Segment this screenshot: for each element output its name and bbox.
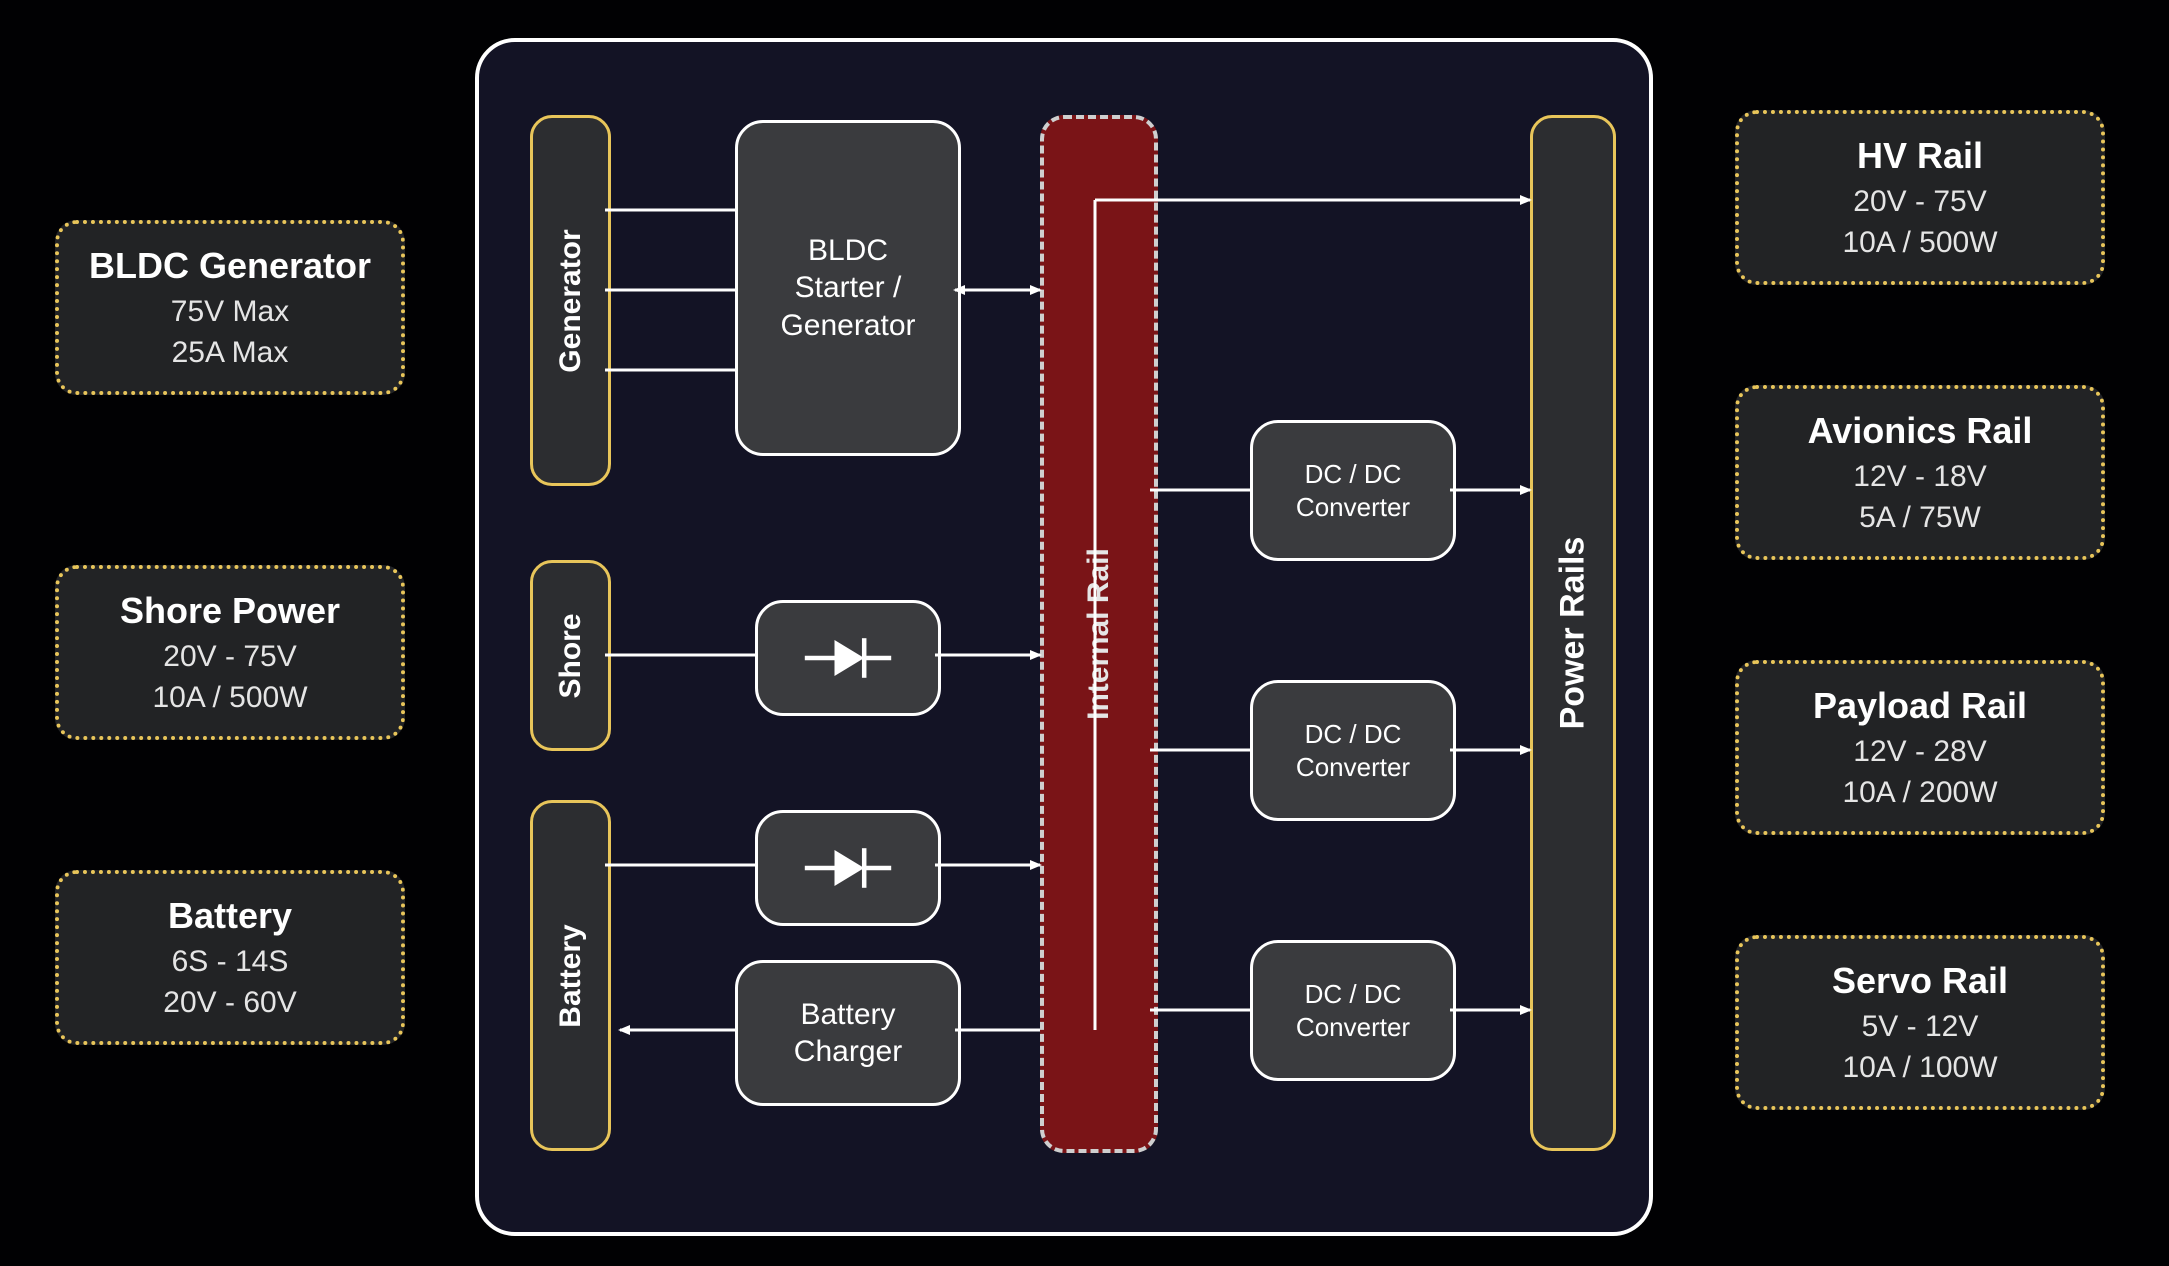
battery-ext: Battery6S - 14S20V - 60V [55, 870, 405, 1045]
battery-ext-spec-1: 20V - 60V [163, 983, 296, 1022]
bldc-gen-ext-spec-1: 25A Max [172, 333, 289, 372]
diode-shore [755, 600, 941, 716]
payload-rail-ext-title: Payload Rail [1813, 683, 2027, 730]
dcdc-1-line-0: DC / DC [1305, 458, 1402, 491]
payload-rail-ext-spec-1: 10A / 200W [1842, 773, 1997, 812]
shore-rail: Shore [530, 560, 611, 751]
servo-rail-ext-spec-0: 5V - 12V [1862, 1007, 1979, 1046]
power-rails-label: Power Rails [1554, 537, 1593, 730]
battery-ext-title: Battery [168, 893, 292, 940]
servo-rail-ext-spec-1: 10A / 100W [1842, 1048, 1997, 1087]
servo-rail-ext-title: Servo Rail [1832, 958, 2008, 1005]
internal-rail-label: Internal Rail [1082, 548, 1116, 720]
batt-charger: BatteryCharger [735, 960, 961, 1106]
hv-rail-ext-spec-1: 10A / 500W [1842, 223, 1997, 262]
hv-rail-ext-spec-0: 20V - 75V [1853, 182, 1986, 221]
generator-rail-label: Generator [554, 229, 588, 372]
dcdc-2-line-1: Converter [1296, 751, 1410, 784]
payload-rail-ext: Payload Rail12V - 28V10A / 200W [1735, 660, 2105, 835]
shore-ext: Shore Power20V - 75V10A / 500W [55, 565, 405, 740]
diode-icon [803, 628, 893, 688]
power-rails: Power Rails [1530, 115, 1616, 1151]
bldc-gen-ext-title: BLDC Generator [89, 243, 371, 290]
bldc-starter-line-2: Generator [780, 307, 915, 345]
hv-rail-ext-title: HV Rail [1857, 133, 1983, 180]
avionics-rail-ext-spec-1: 5A / 75W [1859, 498, 1981, 537]
payload-rail-ext-spec-0: 12V - 28V [1853, 732, 1986, 771]
dcdc-3-line-1: Converter [1296, 1011, 1410, 1044]
dcdc-1-line-1: Converter [1296, 491, 1410, 524]
battery-rail: Battery [530, 800, 611, 1151]
diode-battery [755, 810, 941, 926]
avionics-rail-ext: Avionics Rail12V - 18V5A / 75W [1735, 385, 2105, 560]
bldc-starter-line-0: BLDC [808, 232, 888, 270]
batt-charger-line-1: Charger [794, 1033, 902, 1071]
generator-rail: Generator [530, 115, 611, 486]
internal-rail: Internal Rail [1040, 115, 1158, 1153]
bldc-gen-ext-spec-0: 75V Max [171, 292, 289, 331]
batt-charger-line-0: Battery [800, 996, 895, 1034]
battery-rail-label: Battery [554, 924, 588, 1027]
shore-ext-spec-0: 20V - 75V [163, 637, 296, 676]
shore-ext-title: Shore Power [120, 588, 340, 635]
battery-ext-spec-0: 6S - 14S [172, 942, 289, 981]
shore-rail-label: Shore [554, 613, 588, 698]
servo-rail-ext: Servo Rail5V - 12V10A / 100W [1735, 935, 2105, 1110]
avionics-rail-ext-title: Avionics Rail [1808, 408, 2033, 455]
diagram-stage: BLDC Generator75V Max25A MaxShore Power2… [0, 0, 2169, 1266]
bldc-starter-line-1: Starter / [795, 269, 902, 307]
dcdc-3-line-0: DC / DC [1305, 978, 1402, 1011]
dcdc-1: DC / DCConverter [1250, 420, 1456, 561]
bldc-gen-ext: BLDC Generator75V Max25A Max [55, 220, 405, 395]
avionics-rail-ext-spec-0: 12V - 18V [1853, 457, 1986, 496]
hv-rail-ext: HV Rail20V - 75V10A / 500W [1735, 110, 2105, 285]
diode-icon [803, 838, 893, 898]
dcdc-3: DC / DCConverter [1250, 940, 1456, 1081]
dcdc-2-line-0: DC / DC [1305, 718, 1402, 751]
bldc-starter: BLDCStarter /Generator [735, 120, 961, 456]
dcdc-2: DC / DCConverter [1250, 680, 1456, 821]
shore-ext-spec-1: 10A / 500W [152, 678, 307, 717]
